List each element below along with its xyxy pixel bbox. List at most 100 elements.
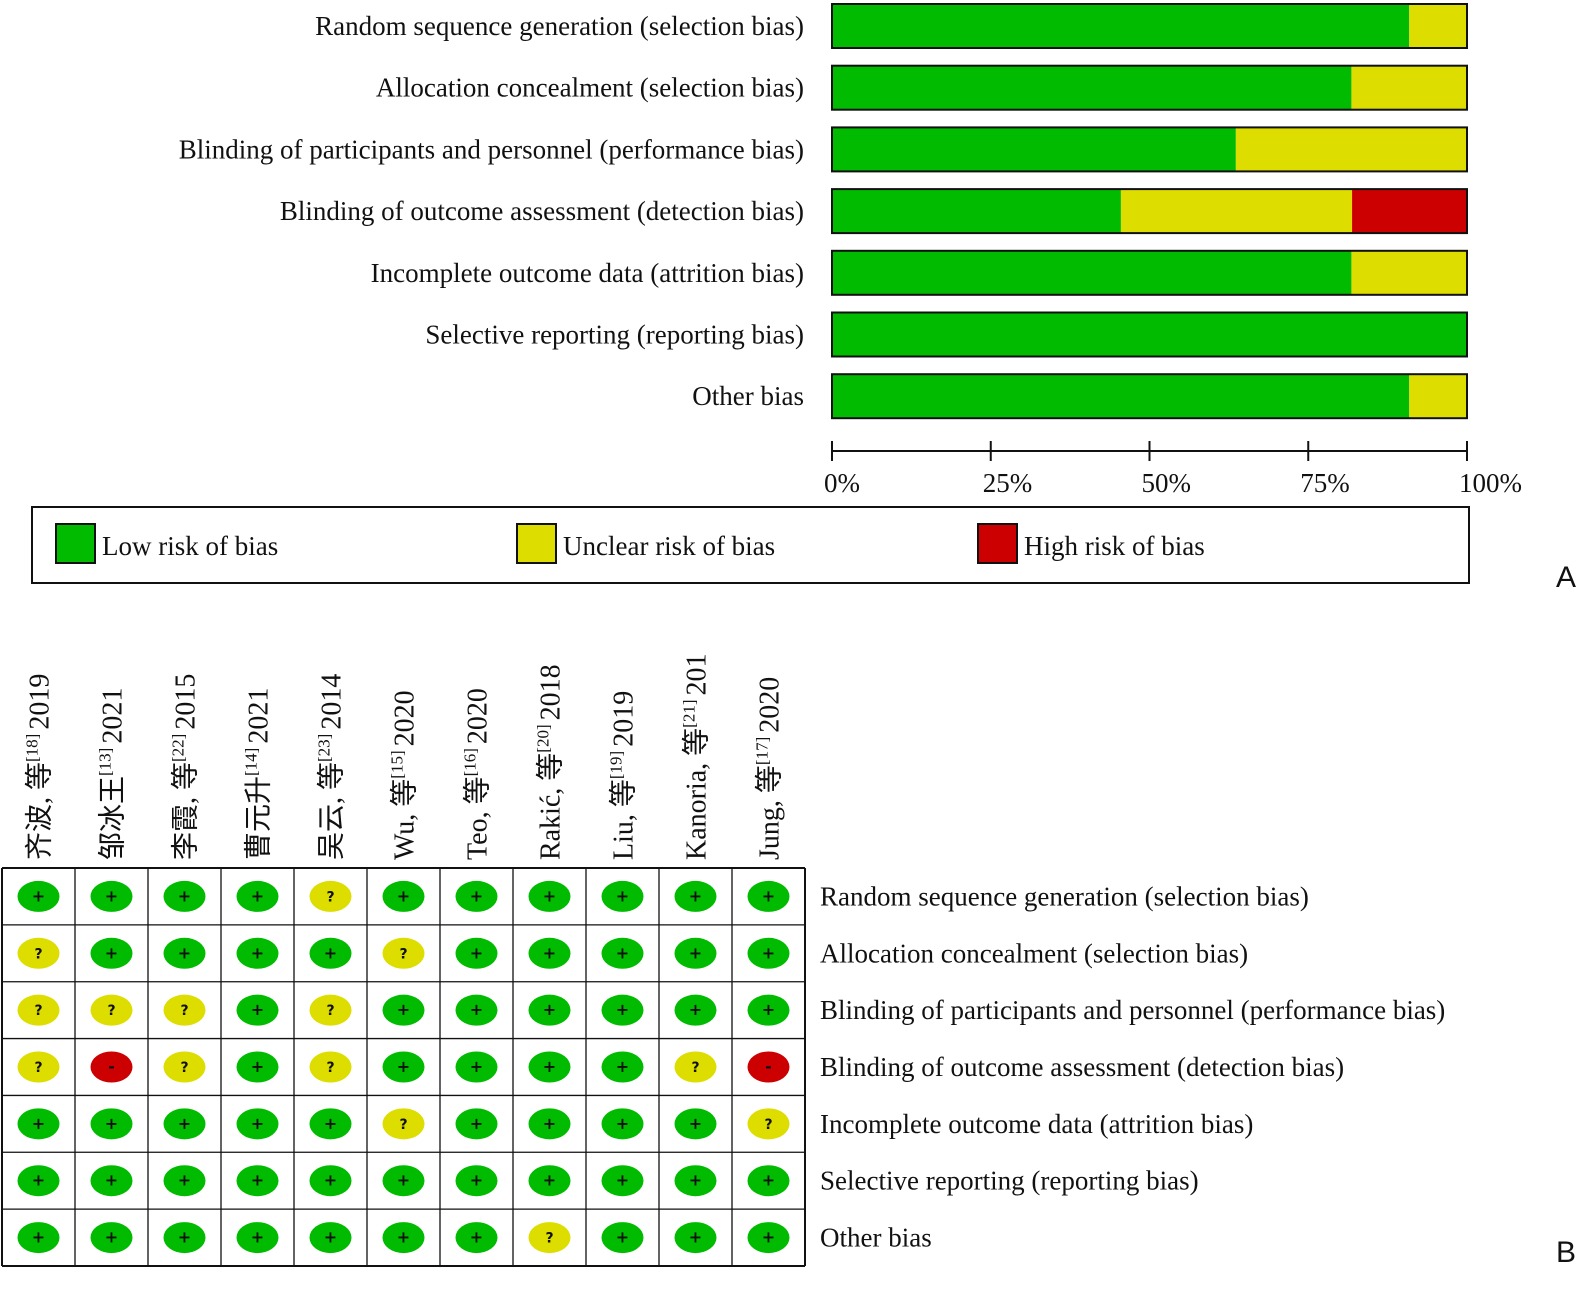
judgement-symbol: ? <box>399 1117 407 1133</box>
judgement-low-icon <box>601 937 644 969</box>
judgement-symbol: + <box>32 1228 45 1247</box>
judgement-symbol: + <box>397 1228 410 1247</box>
judgement-symbol: ? <box>34 946 42 962</box>
judgement-low-icon <box>382 1222 425 1254</box>
judgement-symbol: + <box>397 1171 410 1190</box>
study-ref: [20] <box>534 724 553 752</box>
bar-segment <box>1409 374 1467 419</box>
judgement-symbol: ? <box>34 1060 42 1076</box>
judgement-symbol: + <box>324 1114 337 1133</box>
judgement-low-icon <box>455 1165 498 1197</box>
risk-of-bias-graph: Random sequence generation (selection bi… <box>179 3 1522 498</box>
judgement-low-icon <box>747 1165 790 1197</box>
judgement-low-icon <box>163 1222 206 1254</box>
bar-segment <box>832 189 1121 234</box>
judgement-symbol: + <box>616 1000 629 1019</box>
study-name: 曹元升 <box>243 776 275 860</box>
bar-outline <box>831 311 1468 358</box>
judgement-low-icon <box>601 1165 644 1197</box>
study-year: 2019 <box>25 674 56 730</box>
judgement-symbol: + <box>470 886 483 905</box>
study-name: 李霞, 等 <box>170 762 202 860</box>
judgement-low-icon <box>747 880 790 912</box>
judgement-low-icon <box>674 1165 717 1197</box>
judgement-symbol: + <box>105 1114 118 1133</box>
study-name: Wu, 等 <box>389 779 421 860</box>
judgement-symbol: + <box>543 886 556 905</box>
bar-segment <box>832 4 1410 48</box>
judgement-low-icon <box>674 1108 717 1140</box>
judgement-symbol: ? <box>326 1003 334 1019</box>
bar-outline <box>831 188 1468 235</box>
judgement-symbol: + <box>616 1114 629 1133</box>
judgement-unclear-icon <box>17 994 60 1026</box>
judgement-symbol: ? <box>34 1003 42 1019</box>
study-ref: [16] <box>461 748 480 776</box>
study-label: Liu, 等[19] 2019 <box>607 691 640 860</box>
study-ref: [22] <box>169 734 188 762</box>
judgement-symbol: + <box>32 886 45 905</box>
bar-outline <box>831 64 1468 111</box>
legend-label: Low risk of bias <box>102 531 278 561</box>
judgement-symbol: + <box>616 943 629 962</box>
judgement-low-icon <box>674 1222 717 1254</box>
study-name: Teo, 等 <box>462 776 494 860</box>
judgement-symbol: + <box>543 1171 556 1190</box>
study-label: 吴云, 等[23] 2014 <box>315 674 348 860</box>
judgement-low-icon <box>236 1051 279 1083</box>
judgement-low-icon <box>17 1108 60 1140</box>
judgement-symbol: + <box>32 1171 45 1190</box>
judgement-high-icon <box>90 1051 133 1083</box>
study-year: 2014 <box>317 674 348 730</box>
bar-segment <box>832 374 1410 419</box>
judgement-symbol: + <box>32 1114 45 1133</box>
judgement-symbol: + <box>762 1171 775 1190</box>
judgement-low-icon <box>236 880 279 912</box>
judgement-symbol: + <box>178 1228 191 1247</box>
study-label: 齐波, 等[18] 2019 <box>23 674 56 860</box>
judgement-low-icon <box>90 1108 133 1140</box>
judgement-symbol: + <box>470 1114 483 1133</box>
legend-label: Unclear risk of bias <box>563 531 775 561</box>
judgement-symbol: ? <box>107 1003 115 1019</box>
judgement-symbol: + <box>105 943 118 962</box>
study-name: Jung, 等 <box>754 765 786 860</box>
judgement-symbol: + <box>470 1057 483 1076</box>
study-year: 201 <box>682 653 713 695</box>
judgement-symbol: + <box>616 886 629 905</box>
judgement-unclear-icon <box>309 1051 352 1083</box>
study-year: 2018 <box>536 664 567 720</box>
judgement-symbol: + <box>178 943 191 962</box>
bar-segment <box>832 127 1236 172</box>
judgement-symbol: + <box>689 1000 702 1019</box>
bar-segment <box>1409 4 1467 48</box>
judgement-symbol: ? <box>691 1060 699 1076</box>
judgement-low-icon <box>309 1165 352 1197</box>
judgement-low-icon <box>455 937 498 969</box>
category-label: Blinding of participants and personnel (… <box>179 134 804 164</box>
study-ref: [23] <box>315 734 334 762</box>
judgement-low-icon <box>674 994 717 1026</box>
judgement-symbol: + <box>616 1228 629 1247</box>
judgement-low-icon <box>163 1108 206 1140</box>
judgement-low-icon <box>455 880 498 912</box>
judgement-symbol: + <box>251 943 264 962</box>
study-label: Rakić, 等[20] 2018 <box>534 664 567 860</box>
legend-swatch <box>977 523 1018 564</box>
domain-label: Random sequence generation (selection bi… <box>820 881 1309 911</box>
judgement-symbol: + <box>251 1228 264 1247</box>
judgement-low-icon <box>528 937 571 969</box>
judgement-low-icon <box>674 880 717 912</box>
judgement-low-icon <box>674 937 717 969</box>
judgement-low-icon <box>601 1108 644 1140</box>
bar-outline <box>831 126 1468 173</box>
study-label: Teo, 等[16] 2020 <box>461 688 494 860</box>
legend-swatch <box>516 523 557 564</box>
study-label: 邹冰王[13] 2021 <box>96 688 129 860</box>
bar-outline <box>831 373 1468 420</box>
judgement-symbol: + <box>689 886 702 905</box>
judgement-symbol: ? <box>180 1060 188 1076</box>
judgement-low-icon <box>236 937 279 969</box>
judgement-unclear-icon <box>17 937 60 969</box>
legend-label: High risk of bias <box>1024 531 1205 561</box>
